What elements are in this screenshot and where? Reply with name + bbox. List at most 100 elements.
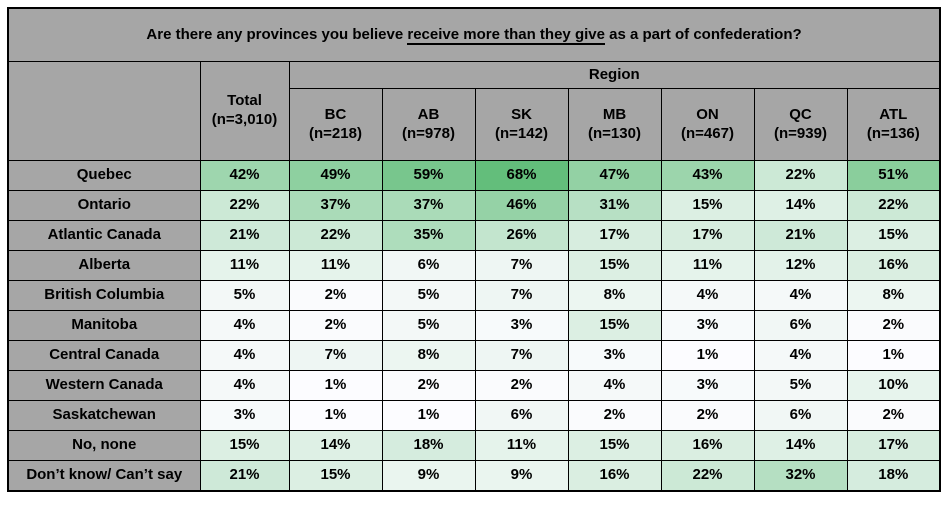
column-n-label: (n=136) xyxy=(866,124,920,142)
value-cell: 12% xyxy=(753,250,848,281)
value-cell: 2% xyxy=(567,400,662,431)
row-label: Atlantic Canada xyxy=(7,220,201,251)
crosstab-table: Are there any provinces you believe rece… xyxy=(7,7,942,492)
value-cell: 10% xyxy=(846,370,941,401)
column-label: MB xyxy=(602,105,627,123)
value-cell: 18% xyxy=(381,430,476,461)
title-suffix: as a part of confederation? xyxy=(604,25,802,43)
value-cell: 5% xyxy=(199,280,290,311)
column-header-atl: ATL (n=136) xyxy=(846,88,941,161)
value-cell: 4% xyxy=(199,310,290,341)
total-label: Total xyxy=(227,92,262,110)
value-cell: 15% xyxy=(567,430,662,461)
value-cell: 6% xyxy=(381,250,476,281)
value-cell: 1% xyxy=(288,400,383,431)
column-header-on: ON (n=467) xyxy=(660,88,755,161)
value-cell: 2% xyxy=(288,310,383,341)
value-cell: 26% xyxy=(474,220,569,251)
value-cell: 4% xyxy=(660,280,755,311)
value-cell: 9% xyxy=(474,460,569,492)
value-cell: 46% xyxy=(474,190,569,221)
value-cell: 15% xyxy=(846,220,941,251)
value-cell: 3% xyxy=(567,340,662,371)
row-label: Ontario xyxy=(7,190,201,221)
column-label: AB xyxy=(417,105,440,123)
value-cell: 16% xyxy=(660,430,755,461)
value-cell: 31% xyxy=(567,190,662,221)
value-cell: 11% xyxy=(199,250,290,281)
value-cell: 15% xyxy=(567,310,662,341)
value-cell: 4% xyxy=(199,340,290,371)
table-row: British Columbia 5% 2% 5% 7% 8% 4% 4% 8% xyxy=(7,280,941,311)
corner-cell xyxy=(7,61,201,161)
value-cell: 3% xyxy=(474,310,569,341)
value-cell: 15% xyxy=(199,430,290,461)
column-label: ON xyxy=(696,105,719,123)
column-label: QC xyxy=(789,105,812,123)
table-row: Saskatchewan 3% 1% 1% 6% 2% 2% 6% 2% xyxy=(7,400,941,431)
value-cell: 16% xyxy=(846,250,941,281)
value-cell: 47% xyxy=(567,160,662,191)
value-cell: 49% xyxy=(288,160,383,191)
value-cell: 3% xyxy=(660,310,755,341)
column-n-label: (n=467) xyxy=(681,124,734,142)
value-cell: 11% xyxy=(474,430,569,461)
value-cell: 68% xyxy=(474,160,569,191)
table-row: Western Canada 4% 1% 2% 2% 4% 3% 5% 10% xyxy=(7,370,941,401)
value-cell: 16% xyxy=(567,460,662,492)
value-cell: 2% xyxy=(846,400,941,431)
table-row: Manitoba 4% 2% 5% 3% 15% 3% 6% 2% xyxy=(7,310,941,341)
row-label: Western Canada xyxy=(7,370,201,401)
table-row: Alberta 11% 11% 6% 7% 15% 11% 12% 16% xyxy=(7,250,941,281)
group-header-row: Total (n=3,010) Region xyxy=(7,61,941,161)
title-prefix: Are there any provinces you believe xyxy=(146,25,408,43)
column-header-row: BC (n=218) AB (n=978) SK (n=142) MB (n=1… xyxy=(8,88,941,161)
value-cell: 21% xyxy=(199,220,290,251)
column-header-sk: SK (n=142) xyxy=(474,88,569,161)
table-row: Atlantic Canada 21% 22% 35% 26% 17% 17% 21% 15% xyxy=(7,220,941,251)
value-cell: 17% xyxy=(846,430,941,461)
value-cell: 11% xyxy=(288,250,383,281)
value-cell: 2% xyxy=(660,400,755,431)
value-cell: 14% xyxy=(753,190,848,221)
value-cell: 7% xyxy=(474,340,569,371)
value-cell: 51% xyxy=(846,160,941,191)
value-cell: 8% xyxy=(567,280,662,311)
value-cell: 14% xyxy=(288,430,383,461)
value-cell: 22% xyxy=(660,460,755,492)
column-label: ATL xyxy=(879,105,908,123)
value-cell: 6% xyxy=(753,310,848,341)
value-cell: 5% xyxy=(381,310,476,341)
row-label: Manitoba xyxy=(7,310,201,341)
value-cell: 7% xyxy=(288,340,383,371)
survey-table-container: Are there any provinces you believe rece… xyxy=(7,7,942,492)
value-cell: 15% xyxy=(660,190,755,221)
value-cell: 8% xyxy=(846,280,941,311)
region-group-header: Region xyxy=(288,61,941,89)
row-label: Central Canada xyxy=(7,340,201,371)
row-label: British Columbia xyxy=(7,280,201,311)
value-cell: 6% xyxy=(474,400,569,431)
value-cell: 5% xyxy=(753,370,848,401)
title-row: Are there any provinces you believe rece… xyxy=(7,7,941,62)
column-header-mb: MB (n=130) xyxy=(567,88,662,161)
value-cell: 22% xyxy=(199,190,290,221)
value-cell: 14% xyxy=(753,430,848,461)
column-n-label: (n=939) xyxy=(774,124,827,142)
value-cell: 4% xyxy=(753,280,848,311)
value-cell: 5% xyxy=(381,280,476,311)
total-n-label: (n=3,010) xyxy=(211,111,278,128)
value-cell: 37% xyxy=(288,190,383,221)
value-cell: 2% xyxy=(846,310,941,341)
value-cell: 1% xyxy=(660,340,755,371)
value-cell: 21% xyxy=(753,220,848,251)
table-row: No, none 15% 14% 18% 11% 15% 16% 14% 17% xyxy=(7,430,941,461)
value-cell: 42% xyxy=(199,160,290,191)
column-label: SK xyxy=(511,105,532,123)
value-cell: 22% xyxy=(288,220,383,251)
value-cell: 35% xyxy=(381,220,476,251)
table-row: Don’t know/ Can’t say 21% 15% 9% 9% 16% 22% 32%… xyxy=(7,460,941,492)
value-cell: 17% xyxy=(660,220,755,251)
value-cell: 21% xyxy=(199,460,290,492)
value-cell: 22% xyxy=(846,190,941,221)
